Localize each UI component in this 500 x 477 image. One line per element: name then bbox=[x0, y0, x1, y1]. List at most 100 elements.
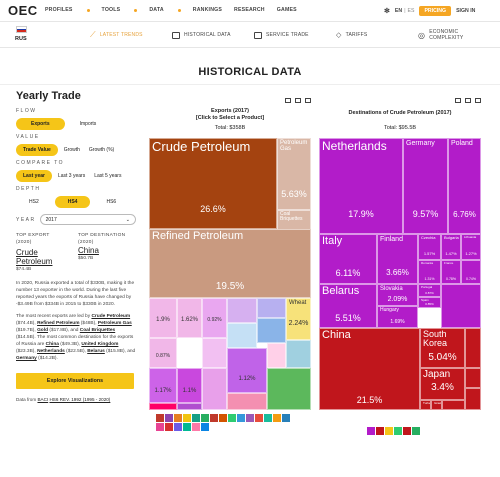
treemap-tile[interactable] bbox=[267, 368, 311, 410]
treemap-tile[interactable]: 1.17% bbox=[149, 368, 177, 403]
continent-icon[interactable] bbox=[367, 427, 375, 435]
treemap-tile[interactable]: South Korea 5.04% bbox=[420, 328, 465, 368]
treemap-tile[interactable]: Turkey bbox=[420, 400, 431, 410]
year-select[interactable]: 2017 ⌄ bbox=[39, 214, 136, 225]
tab-historical-data[interactable]: HISTORICAL DATA bbox=[168, 22, 250, 48]
destinations-treemap[interactable]: Netherlands 17.9% Germany 9.57% Poland 6.76% I… bbox=[319, 138, 481, 410]
treemap-tile[interactable]: Slovakia 2.09% bbox=[377, 284, 418, 306]
paragraph-link[interactable]: Germany bbox=[16, 355, 37, 361]
treemap-tile[interactable]: Portugal 0.87% bbox=[418, 284, 441, 297]
paragraph-link[interactable]: Refined Petroleum bbox=[37, 321, 80, 327]
lang-es[interactable]: ES bbox=[407, 8, 415, 14]
nav-profiles[interactable]: PROFILES bbox=[45, 7, 90, 13]
top-export-link[interactable]: Crude Petroleum bbox=[16, 247, 53, 266]
flow-imports-button[interactable]: Imports bbox=[79, 121, 97, 127]
paragraph-link[interactable]: Gold bbox=[37, 328, 49, 334]
treemap-tile[interactable]: Lithuania 1.27% bbox=[461, 234, 481, 260]
treemap-tile[interactable]: 1.62% bbox=[177, 298, 202, 338]
treemap-tile[interactable] bbox=[465, 328, 481, 368]
value-trade-button[interactable]: Trade Value bbox=[16, 144, 58, 156]
category-icon[interactable] bbox=[192, 414, 200, 422]
treemap-tile[interactable]: 1.1% bbox=[177, 368, 202, 403]
treemap-tile[interactable]: Petroleum Gas 5.63% bbox=[277, 138, 311, 210]
image-icon[interactable] bbox=[305, 98, 311, 103]
treemap-tile[interactable]: 0.74% bbox=[461, 260, 481, 284]
tab-latest-trends[interactable]: ⟋ LATEST TRENDS bbox=[86, 22, 168, 48]
category-icon[interactable] bbox=[165, 423, 173, 431]
treemap-tile[interactable] bbox=[442, 400, 465, 410]
treemap-tile[interactable]: Czechia 1.57% bbox=[418, 234, 441, 260]
flow-exports-button[interactable]: Exports bbox=[16, 118, 65, 130]
treemap-tile[interactable] bbox=[441, 284, 481, 328]
download-icon[interactable] bbox=[295, 98, 301, 103]
exports-treemap[interactable]: Crude Petroleum 26.6% Petroleum Gas 5.63% Co… bbox=[149, 138, 311, 410]
category-icon[interactable] bbox=[183, 414, 191, 422]
tab-economic-complexity[interactable]: ◎ ECONOMIC COMPLEXITY bbox=[414, 22, 484, 48]
treemap-tile[interactable] bbox=[227, 393, 267, 410]
nav-data[interactable]: DATA bbox=[149, 7, 181, 13]
explore-visualizations-button[interactable]: Explore Visualizations bbox=[16, 372, 134, 389]
sign-in-link[interactable]: SIGN IN bbox=[456, 8, 476, 14]
category-icon[interactable] bbox=[156, 414, 164, 422]
treemap-tile[interactable]: Netherlands 17.9% bbox=[319, 138, 403, 234]
image-icon[interactable] bbox=[475, 98, 481, 103]
treemap-tile[interactable]: France 0.78% bbox=[441, 260, 461, 284]
treemap-tile[interactable] bbox=[149, 403, 177, 410]
oec-logo[interactable]: OEC bbox=[8, 3, 38, 18]
treemap-tile[interactable] bbox=[465, 388, 481, 410]
treemap-tile[interactable] bbox=[257, 298, 286, 318]
paragraph-link[interactable]: Coal Briquettes bbox=[79, 328, 116, 334]
download-icon[interactable] bbox=[465, 98, 471, 103]
treemap-tile[interactable]: China 21.5% bbox=[319, 328, 420, 410]
treemap-tile[interactable]: Bulgaria 1.47% bbox=[441, 234, 461, 260]
treemap-tile[interactable] bbox=[465, 368, 481, 388]
treemap-tile[interactable]: Poland 6.76% bbox=[448, 138, 481, 234]
treemap-tile[interactable]: Italy 6.11% bbox=[319, 234, 377, 284]
top-dest-link[interactable]: China bbox=[78, 245, 99, 255]
share-icon[interactable] bbox=[285, 98, 291, 103]
treemap-tile[interactable]: Refined Petroleum 19.5% bbox=[149, 229, 311, 298]
category-icon[interactable] bbox=[255, 414, 263, 422]
treemap-tile[interactable] bbox=[257, 318, 286, 343]
treemap-tile[interactable]: Hungary 1.69% bbox=[377, 306, 418, 328]
nav-rankings[interactable]: RANKINGS bbox=[192, 7, 223, 13]
continent-icon[interactable] bbox=[403, 427, 411, 435]
value-growth-button[interactable]: Growth bbox=[63, 147, 80, 153]
category-icon[interactable] bbox=[174, 423, 182, 431]
depth-hs6-button[interactable]: HS6 bbox=[106, 199, 117, 205]
treemap-tile[interactable]: Israel bbox=[431, 400, 442, 410]
category-icon[interactable] bbox=[210, 414, 218, 422]
continent-icon[interactable] bbox=[385, 427, 393, 435]
depth-hs4-button[interactable]: HS4 bbox=[54, 196, 91, 208]
tab-tariffs[interactable]: ◇ TARIFFS bbox=[332, 22, 414, 48]
pricing-button[interactable]: PRICING bbox=[419, 6, 452, 16]
treemap-tile[interactable]: Germany 9.57% bbox=[403, 138, 448, 234]
treemap-tile[interactable]: Japan 3.4% bbox=[420, 368, 465, 400]
nav-games[interactable]: GAMES bbox=[276, 7, 297, 13]
paragraph-link[interactable]: United Kingdom bbox=[81, 342, 119, 348]
treemap-tile[interactable]: 1.9% bbox=[149, 298, 177, 338]
hs-link[interactable]: HS6 REV. 1992 (1995 - 2020) bbox=[49, 396, 111, 402]
paragraph-link[interactable]: Netherlands bbox=[37, 349, 65, 355]
settings-icon[interactable]: ✻ bbox=[384, 8, 390, 15]
treemap-tile[interactable] bbox=[202, 368, 227, 410]
continent-icon[interactable] bbox=[394, 427, 402, 435]
treemap-tile[interactable]: Crude Petroleum 26.6% bbox=[149, 138, 277, 229]
nav-tools[interactable]: TOOLS bbox=[102, 7, 138, 13]
category-icon[interactable] bbox=[219, 414, 227, 422]
category-icon[interactable] bbox=[165, 414, 173, 422]
nav-research[interactable]: RESEARCH bbox=[234, 7, 265, 13]
category-icon[interactable] bbox=[282, 414, 290, 422]
paragraph-link[interactable]: China bbox=[45, 342, 59, 348]
paragraph-link[interactable]: Crude Petroleum bbox=[91, 314, 131, 320]
treemap-tile[interactable] bbox=[177, 403, 202, 410]
category-icon[interactable] bbox=[201, 414, 209, 422]
treemap-tile[interactable] bbox=[286, 340, 311, 368]
compare-5y-button[interactable]: Last 5 years bbox=[94, 173, 122, 179]
category-icon[interactable] bbox=[201, 423, 209, 431]
category-icon[interactable] bbox=[246, 414, 254, 422]
treemap-tile[interactable]: Wheat 2.24% bbox=[286, 298, 311, 340]
continent-icon[interactable] bbox=[376, 427, 384, 435]
depth-hs2-button[interactable]: HS2 bbox=[29, 199, 39, 205]
treemap-tile[interactable]: Spain 0.85% bbox=[418, 297, 441, 308]
